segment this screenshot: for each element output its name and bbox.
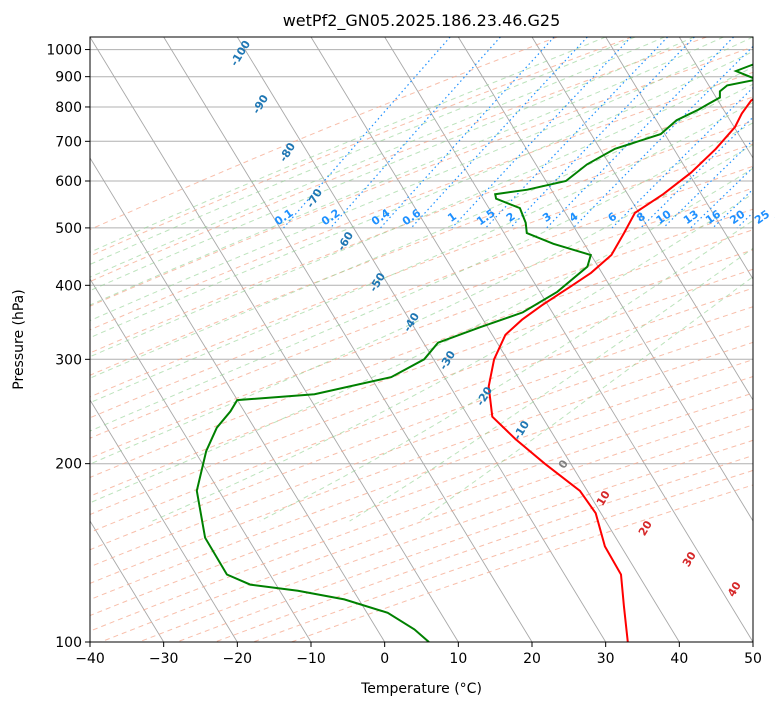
x-tick-label: −30 xyxy=(149,651,179,667)
dry-adiabat-line xyxy=(90,37,633,257)
isotherm-line xyxy=(605,37,753,280)
isotherm-line xyxy=(310,37,680,642)
x-tick-label: −20 xyxy=(223,651,253,667)
x-axis-label: Temperature (°C) xyxy=(360,681,482,697)
series-layer xyxy=(195,63,753,642)
y-tick-label: 1000 xyxy=(46,43,82,59)
dry-adiabat-line xyxy=(90,208,753,459)
moist-adiabat-line xyxy=(90,66,753,358)
moist-adiabat-line xyxy=(90,167,753,504)
y-tick-label: 700 xyxy=(55,134,82,150)
mixing-ratio-line xyxy=(283,37,451,229)
dewpoint-profile-line xyxy=(195,63,753,642)
x-tick-label: 30 xyxy=(597,651,615,667)
axis-ticks: −40 −30 −20 −10 0 10 20 30 40 50 1000 900 800 700 600 5… xyxy=(46,43,762,667)
y-tick-label: 500 xyxy=(55,221,82,237)
y-tick-label: 200 xyxy=(55,457,82,473)
dry-adiabat-line xyxy=(90,359,753,601)
x-tick-label: 0 xyxy=(380,651,389,667)
plot-frame xyxy=(89,36,754,643)
isotherm-line xyxy=(236,37,607,642)
mixing-ratio-label: 30 xyxy=(773,207,775,227)
isotherm-line xyxy=(90,520,165,642)
moist-adiabat-line xyxy=(90,37,636,265)
moist-adiabat-line xyxy=(349,247,753,522)
isotherm-line xyxy=(90,278,312,642)
y-axis-label: Pressure (hPa) xyxy=(11,289,27,389)
y-tick-label: 600 xyxy=(55,174,82,190)
dry-adiabat-line xyxy=(90,306,753,551)
isotherm-line xyxy=(678,37,753,159)
y-tick-label: 400 xyxy=(55,278,82,294)
mixing-ratio-line xyxy=(662,139,753,229)
mixing-ratio-line xyxy=(380,37,555,229)
moist-adiabat-line xyxy=(152,193,753,522)
moist-adiabat-line xyxy=(90,83,753,379)
temperature-profile-line xyxy=(487,98,753,642)
mixing-ratio-line xyxy=(410,37,588,229)
moist-adiabat-line xyxy=(90,37,724,306)
isotherm-line xyxy=(163,37,533,642)
isotherm-line xyxy=(531,37,753,401)
chart-title: wetPf2_GN05.2025.186.23.46.G25 xyxy=(283,11,561,31)
mixing-ratio-line xyxy=(330,37,501,229)
background-lines xyxy=(90,37,753,642)
y-tick-label: 900 xyxy=(55,70,82,86)
moist-adiabat-line xyxy=(90,144,753,465)
x-tick-label: 40 xyxy=(670,651,688,667)
mixing-ratio-line xyxy=(510,37,695,229)
x-tick-label: 10 xyxy=(449,651,467,667)
x-tick-label: −40 xyxy=(75,651,105,667)
isotherm-line xyxy=(384,37,753,642)
dry-adiabat-line xyxy=(90,37,707,283)
moist-adiabat-line xyxy=(90,37,753,322)
mixing-ratio-line xyxy=(572,45,753,229)
isotherm-line xyxy=(90,37,459,642)
dry-adiabat-line xyxy=(90,392,753,632)
dry-adiabat-line xyxy=(90,120,753,376)
mixing-ratio-line xyxy=(451,37,632,229)
isotherm-line xyxy=(90,399,238,642)
moist-adiabat-line xyxy=(90,37,665,278)
x-tick-label: −10 xyxy=(296,651,326,667)
isotherm-line xyxy=(457,37,753,522)
moist-adiabat-line xyxy=(259,219,753,522)
y-tick-label: 800 xyxy=(55,100,82,116)
dry-adiabat-line xyxy=(90,341,753,584)
y-tick-label: 300 xyxy=(55,352,82,368)
dry-adiabat-line xyxy=(90,249,753,497)
mixing-ratio-line xyxy=(485,37,669,229)
moist-adiabat-line xyxy=(90,50,753,339)
dry-adiabat-line xyxy=(90,143,753,398)
x-tick-label: 20 xyxy=(523,651,541,667)
moist-adiabat-line xyxy=(90,122,753,432)
x-tick-label: 50 xyxy=(744,651,762,667)
moist-adiabat-line xyxy=(90,37,695,292)
dry-adiabat-line xyxy=(90,71,753,331)
dry-adiabat-line xyxy=(90,187,753,439)
y-tick-label: 100 xyxy=(55,635,82,651)
